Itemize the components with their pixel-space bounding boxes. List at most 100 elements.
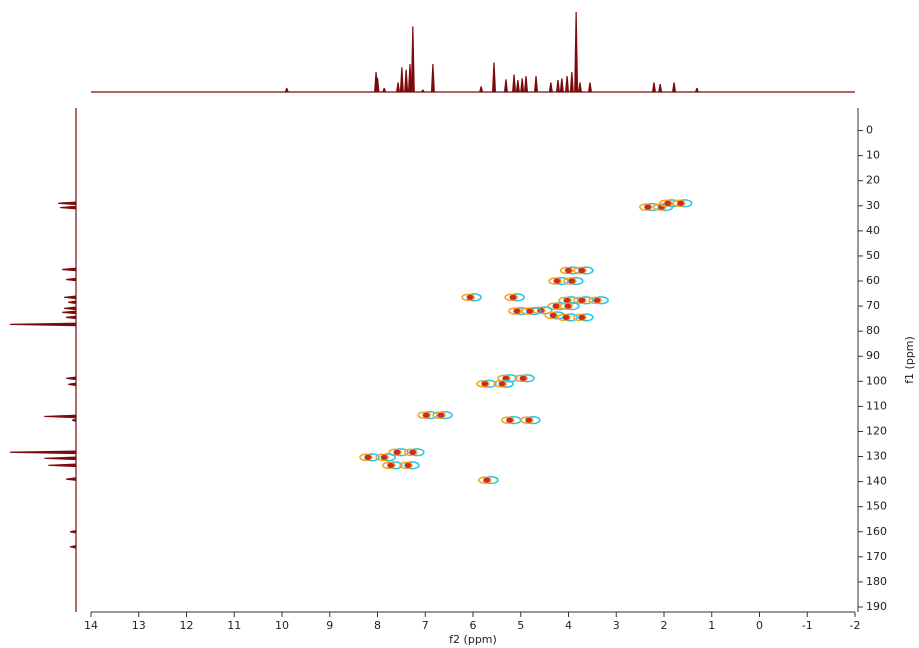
peak-halo-contour <box>476 380 490 388</box>
cross-peak <box>514 374 535 383</box>
x-tick-label: 13 <box>132 619 146 632</box>
peak-halo-contour <box>563 277 577 285</box>
y-tick-label: 80 <box>866 324 880 337</box>
peak-halo-contour <box>557 313 571 322</box>
x-tick-label: 4 <box>565 619 572 632</box>
peak-halo-contour <box>548 277 562 285</box>
cross-peak <box>520 416 541 425</box>
y-axis-label: f1 (ppm) <box>903 336 916 384</box>
y-tick-label: 120 <box>866 424 887 437</box>
cross-peak <box>548 276 569 286</box>
peak-halo-contour <box>478 476 492 484</box>
left-spectrum-peak <box>60 205 76 210</box>
top-spectrum-peak <box>284 88 289 92</box>
top-spectrum-peak <box>492 62 497 92</box>
cross-peak <box>375 453 396 462</box>
left-spectrum-peak <box>62 267 76 272</box>
peak-core <box>506 417 513 423</box>
top-spectrum-peak <box>555 80 560 92</box>
peak-core <box>483 477 491 483</box>
left-spectrum-peak <box>44 414 76 419</box>
top-spectrum-peak <box>565 76 570 92</box>
top-spectrum-peak <box>404 69 409 92</box>
peak-core <box>593 297 601 303</box>
top-spectrum-peak <box>375 77 380 92</box>
peak-core <box>387 462 395 468</box>
left-spectrum-peak <box>10 322 76 327</box>
peak-halo-contour <box>432 411 446 419</box>
x-tick-label: 9 <box>326 619 333 632</box>
top-spectrum-peak <box>479 86 484 92</box>
top-spectrum-peak <box>569 72 574 92</box>
y-tick-label: 110 <box>866 399 887 412</box>
y-tick-label: 130 <box>866 450 887 463</box>
peak-core <box>466 294 474 300</box>
left-spectrum-peak <box>72 418 76 422</box>
x-tick-label: -2 <box>850 619 861 632</box>
peak-halo-contour <box>493 380 507 388</box>
y-tick-label: 150 <box>866 500 887 513</box>
x-tick-label: 8 <box>374 619 381 632</box>
top-spectrum-peak <box>420 89 425 92</box>
y-tick-label: 190 <box>866 600 887 613</box>
x-tick-label: 1 <box>708 619 715 632</box>
top-spectrum-peak <box>430 64 435 92</box>
peak-core <box>364 454 372 460</box>
cross-peak <box>671 199 693 208</box>
peak-halo-contour <box>671 199 686 208</box>
peak-halo-contour <box>388 448 402 457</box>
cross-peak <box>521 306 542 316</box>
top-spectrum-peak <box>520 78 525 92</box>
cross-peak <box>399 461 420 470</box>
cross-peak <box>659 199 680 208</box>
y-tick-label: 160 <box>866 525 887 538</box>
peak-halo-contour <box>573 313 587 322</box>
y-tick-label: 170 <box>866 550 887 563</box>
peak-core <box>677 200 684 206</box>
top-spectrum-peak <box>524 76 529 92</box>
y-tick-label: 100 <box>866 374 887 387</box>
peak-core <box>578 297 586 303</box>
x-tick-label: 12 <box>180 619 194 632</box>
top-spectrum-peak <box>577 82 582 92</box>
peak-halo-contour <box>382 461 396 470</box>
top-spectrum-peak <box>548 82 553 92</box>
x-axis-label: f2 (ppm) <box>449 633 497 646</box>
peak-halo-contour <box>639 203 653 211</box>
cross-peak <box>544 311 565 320</box>
peak-halo-contour <box>659 199 673 208</box>
left-spectrum-peak <box>66 277 76 282</box>
peak-core <box>552 303 560 309</box>
cross-peak <box>432 411 453 420</box>
cross-peak <box>388 448 409 457</box>
peak-halo-contour <box>559 302 573 310</box>
top-spectrum-peak <box>515 80 520 92</box>
left-spectrum-peak <box>58 201 76 206</box>
peak-core <box>393 449 401 455</box>
peak-core <box>513 308 521 314</box>
top-spectrum-peak <box>396 82 401 92</box>
x-tick-label: 5 <box>517 619 524 632</box>
peak-core <box>553 278 561 284</box>
peak-core <box>481 381 489 387</box>
peak-halo-contour <box>520 416 534 424</box>
y-tick-label: 50 <box>866 249 880 262</box>
peak-core <box>423 412 430 418</box>
top-spectrum-peak <box>574 12 579 92</box>
cross-peak <box>501 416 522 425</box>
peak-halo-contour <box>514 374 528 383</box>
top-spectrum-peak <box>658 84 663 92</box>
left-spectrum-peak <box>48 463 76 468</box>
left-spectrum-peak <box>68 300 76 305</box>
cross-peak <box>558 296 579 305</box>
top-spectrum-peak <box>672 82 677 92</box>
peak-halo-contour <box>504 293 518 302</box>
left-spectrum-peak <box>70 529 76 534</box>
peak-core <box>526 308 534 314</box>
peak-core <box>502 375 510 381</box>
left-spectrum-peak <box>68 382 76 387</box>
x-tick-label: -1 <box>802 619 813 632</box>
peak-core <box>409 449 417 455</box>
top-spectrum-peak <box>512 74 517 92</box>
cross-peak <box>504 293 525 302</box>
